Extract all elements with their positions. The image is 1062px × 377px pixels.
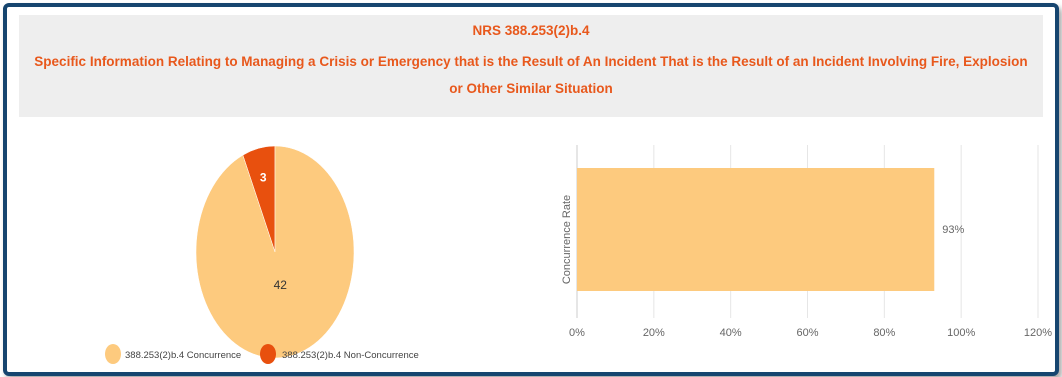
x-tick-label: 20% xyxy=(643,327,665,339)
statute-code: NRS 388.253(2)b.4 xyxy=(472,23,590,38)
chart-header: NRS 388.253(2)b.4 Specific Information R… xyxy=(19,15,1043,117)
bar-chart: 0% 20% 40% 60% 80% 100% 120% 93% Concurrence Rat… xyxy=(561,145,1052,339)
legend-marker-non-concurrence xyxy=(260,344,276,364)
legend-label-concurrence: 388.253(2)b.4 Concurrence xyxy=(125,350,241,361)
x-tick-label: 60% xyxy=(796,327,818,339)
x-tick-label: 120% xyxy=(1024,327,1052,339)
x-tick-label: 40% xyxy=(720,327,742,339)
x-tick-label: 80% xyxy=(873,327,895,339)
bar-concurrence-rate xyxy=(577,168,935,291)
x-tick-label: 0% xyxy=(569,327,585,339)
pie-slice-concurrence xyxy=(195,145,355,359)
bar-data-label: 93% xyxy=(942,224,964,236)
chart-heading: Specific Information Relating to Managin… xyxy=(34,54,1028,96)
pie-label-non-concurrence: 3 xyxy=(260,170,267,184)
y-axis-title: Concurrence Rate xyxy=(561,195,573,284)
pie-label-concurrence: 42 xyxy=(274,278,288,292)
pie-chart: 3 42 xyxy=(195,145,355,359)
legend-label-non-concurrence: 388.253(2)b.4 Non-Concurrence xyxy=(282,350,419,361)
legend-marker-concurrence xyxy=(105,344,121,364)
x-tick-label: 100% xyxy=(947,327,975,339)
pie-legend: 388.253(2)b.4 Concurrence 388.253(2)b.4 N… xyxy=(105,344,419,364)
